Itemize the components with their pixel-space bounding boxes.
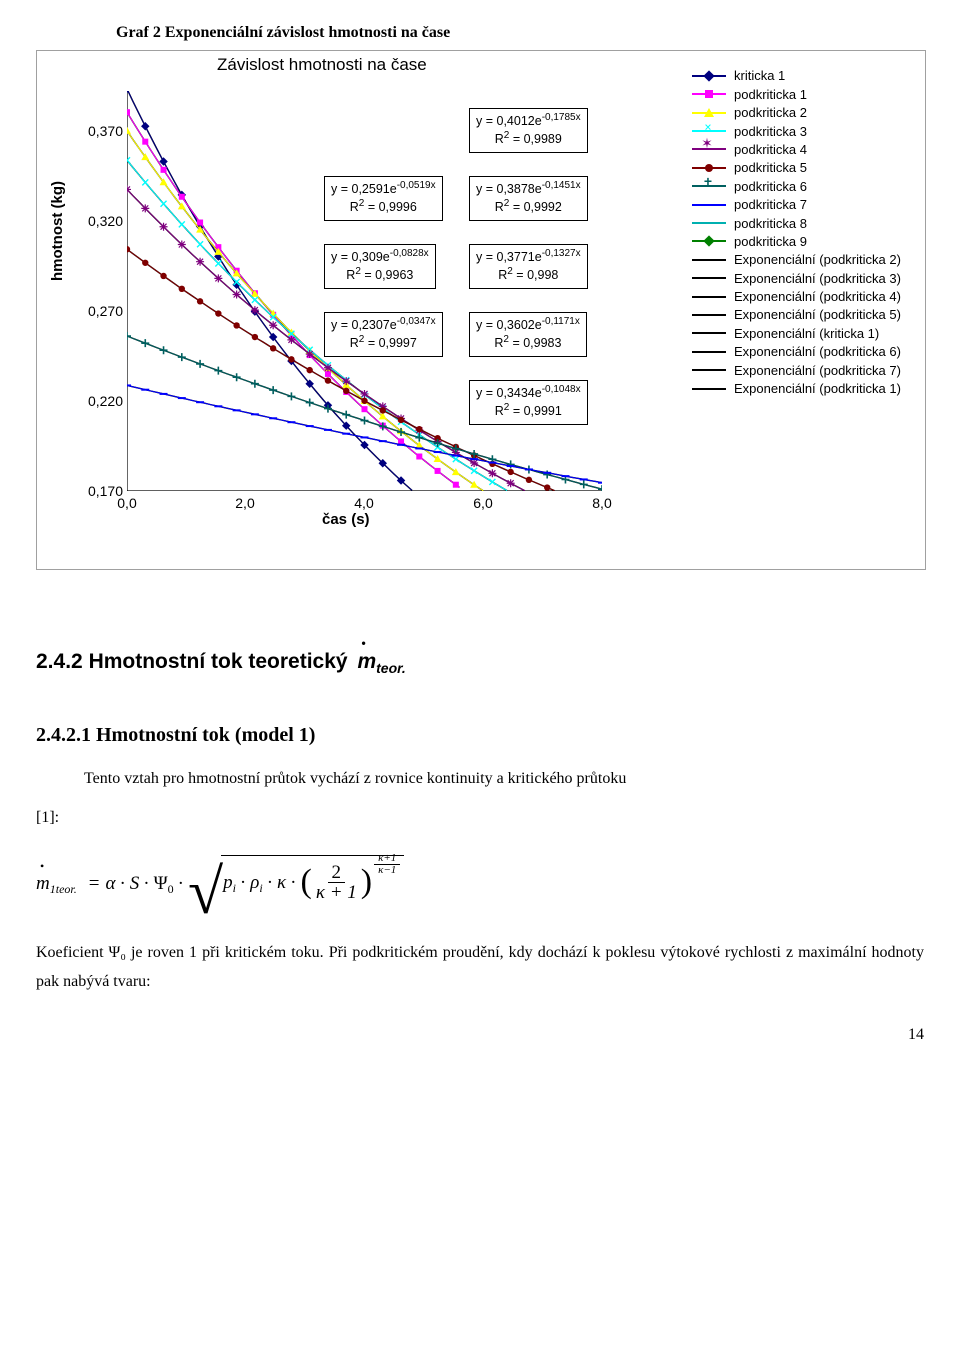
equation-box: y = 0,2591e-0,0519xR2 = 0,9996 xyxy=(324,176,443,221)
x-tick: 2,0 xyxy=(225,495,265,511)
legend-label: podkriticka 1 xyxy=(734,87,807,102)
legend-label: kriticka 1 xyxy=(734,68,785,83)
legend-label: Exponenciální (podkriticka 2) xyxy=(734,252,901,267)
section-symbol: m xyxy=(357,650,376,673)
legend-label: Exponenciální (podkriticka 5) xyxy=(734,307,901,322)
legend-label: Exponenciální (podkriticka 7) xyxy=(734,363,901,378)
eq-radicand: p i · ρ i · κ · ( 2 κ + 1 ) κ+1 κ−1 xyxy=(221,855,404,909)
x-tick: 4,0 xyxy=(344,495,384,511)
y-tick: 0,270 xyxy=(75,303,123,319)
legend-label: Exponenciální (kriticka 1) xyxy=(734,326,879,341)
legend-item: Exponenciální (podkriticka 6) xyxy=(692,344,917,359)
legend-swatch: + xyxy=(692,180,726,192)
section-title: Hmotnostní tok teoretický xyxy=(89,650,348,673)
legend-item: podkriticka 1 xyxy=(692,87,917,102)
legend-swatch xyxy=(692,217,726,229)
legend-item: podkriticka 7 xyxy=(692,197,917,212)
section-heading: 2.4.2 Hmotnostní tok teoretický mteor. xyxy=(36,650,924,676)
legend-swatch xyxy=(692,291,726,303)
legend-item: Exponenciální (podkriticka 5) xyxy=(692,307,917,322)
x-axis-label: čas (s) xyxy=(322,511,370,528)
figure-caption: Graf 2 Exponenciální závislost hmotnosti… xyxy=(116,24,924,42)
legend-item: podkriticka 8 xyxy=(692,216,917,231)
legend-swatch xyxy=(692,235,726,247)
legend-swatch xyxy=(692,70,726,82)
legend-label: podkriticka 8 xyxy=(734,216,807,231)
legend-swatch xyxy=(692,309,726,321)
legend-label: Exponenciální (podkriticka 4) xyxy=(734,289,901,304)
legend-label: Exponenciální (podkriticka 1) xyxy=(734,381,901,396)
legend-label: podkriticka 7 xyxy=(734,197,807,212)
equation-box: y = 0,4012e-0,1785xR2 = 0,9989 xyxy=(469,108,588,153)
eq-lhs: m xyxy=(36,873,50,895)
subsection-title: Hmotnostní tok (model 1) xyxy=(96,724,315,746)
legend-item: Exponenciální (kriticka 1) xyxy=(692,326,917,341)
x-tick: 8,0 xyxy=(582,495,622,511)
legend-label: podkriticka 3 xyxy=(734,124,807,139)
legend-label: podkriticka 9 xyxy=(734,234,807,249)
legend-swatch xyxy=(692,254,726,266)
eq-psi: Ψ xyxy=(154,873,168,895)
legend-item: Exponenciální (podkriticka 3) xyxy=(692,271,917,286)
legend-label: podkriticka 6 xyxy=(734,179,807,194)
legend-swatch xyxy=(692,107,726,119)
equation: m 1teor. = α · S · Ψ 0 · √ p i · ρ i · κ… xyxy=(36,857,924,911)
legend-item: podkriticka 5 xyxy=(692,160,917,175)
radical-sign: √ xyxy=(188,873,223,911)
legend-item: ✶ podkriticka 4 xyxy=(692,142,917,157)
legend-item: Exponenciální (podkriticka 1) xyxy=(692,381,917,396)
paragraph-lead: Tento vztah pro hmotnostní průtok vycház… xyxy=(36,765,924,794)
legend-swatch xyxy=(692,272,726,284)
eq-psi-sub: 0 xyxy=(168,882,174,897)
y-tick: 0,320 xyxy=(75,213,123,229)
equation-box: y = 0,3602e-0,1171xR2 = 0,9983 xyxy=(469,312,587,357)
eq-fraction: 2 κ + 1 xyxy=(312,863,361,902)
legend-item: Exponenciální (podkriticka 4) xyxy=(692,289,917,304)
legend-swatch xyxy=(692,346,726,358)
eq-lhs-sub: 1teor. xyxy=(50,882,77,897)
legend-label: Exponenciální (podkriticka 3) xyxy=(734,271,901,286)
equation-box: y = 0,3771e-0,1327xR2 = 0,998 xyxy=(469,244,588,289)
eq-alpha: α xyxy=(105,873,115,895)
equation-box: y = 0,2307e-0,0347xR2 = 0,9997 xyxy=(324,312,443,357)
legend-item: ×podkriticka 3 xyxy=(692,124,917,139)
y-tick: 0,220 xyxy=(75,393,123,409)
legend: kriticka 1 podkriticka 1 podkriticka 2 ×pod… xyxy=(692,65,917,399)
subsection-number: 2.4.2.1 xyxy=(36,724,91,746)
legend-item: kriticka 1 xyxy=(692,68,917,83)
eq-exponent: κ+1 κ−1 xyxy=(374,853,400,876)
legend-swatch xyxy=(692,199,726,211)
legend-swatch xyxy=(692,383,726,395)
legend-swatch xyxy=(692,88,726,100)
legend-label: podkriticka 2 xyxy=(734,105,807,120)
legend-swatch: ✶ xyxy=(692,143,726,155)
legend-swatch xyxy=(692,162,726,174)
section-number: 2.4.2 xyxy=(36,650,83,673)
equation-box: y = 0,3878e-0,1451xR2 = 0,9992 xyxy=(469,176,588,221)
x-tick: 0,0 xyxy=(107,495,147,511)
paragraph-coefficient: Koeficient Ψ₀ je roven 1 při kritickém t… xyxy=(36,939,924,997)
legend-swatch xyxy=(692,364,726,376)
subsection-heading: 2.4.2.1 Hmotnostní tok (model 1) xyxy=(36,724,924,747)
legend-label: podkriticka 5 xyxy=(734,160,807,175)
paragraph-ref: [1]: xyxy=(36,804,924,833)
legend-item: + podkriticka 6 xyxy=(692,179,917,194)
legend-item: Exponenciální (podkriticka 2) xyxy=(692,252,917,267)
x-tick: 6,0 xyxy=(463,495,503,511)
legend-label: podkriticka 4 xyxy=(734,142,807,157)
page-number: 14 xyxy=(36,1026,924,1044)
chart: Závislost hmotnosti na čase hmotnost (kg… xyxy=(36,50,926,570)
legend-swatch xyxy=(692,327,726,339)
y-axis-label: hmotnost (kg) xyxy=(49,181,66,281)
legend-item: podkriticka 9 xyxy=(692,234,917,249)
legend-label: Exponenciální (podkriticka 6) xyxy=(734,344,901,359)
section-symbol-sub: teor. xyxy=(376,660,406,676)
eq-S: S xyxy=(130,873,140,895)
chart-title: Závislost hmotnosti na čase xyxy=(217,55,427,75)
equation-box: y = 0,3434e-0,1048xR2 = 0,9991 xyxy=(469,380,588,425)
y-tick: 0,370 xyxy=(75,123,123,139)
legend-item: Exponenciální (podkriticka 7) xyxy=(692,363,917,378)
equation-box: y = 0,309e-0,0828xR2 = 0,9963 xyxy=(324,244,436,289)
legend-item: podkriticka 2 xyxy=(692,105,917,120)
